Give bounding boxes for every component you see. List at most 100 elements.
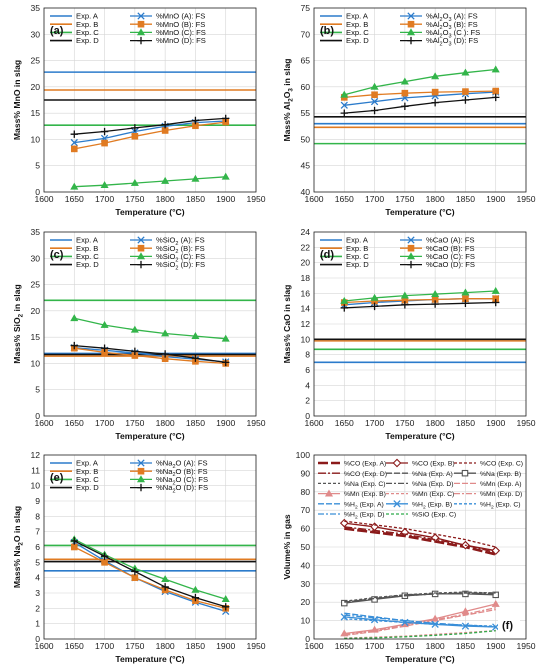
legend-label: Exp. C [76, 475, 99, 484]
y-tick-label: 55 [300, 108, 310, 118]
series-line [344, 618, 496, 627]
legend-label: %Na2O (C): FS [156, 475, 208, 486]
y-tick-label: 8 [305, 350, 310, 360]
legend-label: %H2 (Exp. B) [412, 501, 452, 510]
legend-item: Exp. D [50, 36, 99, 45]
legend-marker [407, 12, 415, 20]
y-tick-label: 18 [300, 273, 310, 283]
legend-label: %CaO (D): FS [426, 260, 475, 269]
series-line [344, 301, 496, 309]
legend-item: %Mn (Exp. C) [386, 491, 454, 498]
legend-label: Exp. A [76, 459, 99, 468]
legend-item: Exp. A [320, 12, 369, 21]
x-tick-label: 1950 [516, 641, 535, 651]
data-point [70, 182, 79, 190]
legend-marker [137, 459, 145, 467]
y-tick-label: 10 [300, 616, 310, 626]
legend-item: %CaO (B): FS [400, 244, 475, 253]
data-point [340, 109, 348, 117]
x-tick-label: 1950 [246, 194, 265, 204]
legend-marker [406, 252, 416, 260]
data-point [131, 132, 139, 140]
series-line [74, 176, 226, 188]
panel-label: (b) [320, 25, 334, 37]
y-tick-label: 12 [300, 319, 310, 329]
legend-item: %MnO (C): FS [130, 28, 206, 37]
data-point [340, 296, 349, 304]
series-line [344, 298, 496, 304]
legend-item: %CO (Exp. B) [386, 458, 455, 468]
data-point [492, 623, 500, 631]
legend-item: Exp. D [320, 36, 369, 45]
data-point [370, 106, 379, 115]
y-axis-label: Mass% CaO in slag [282, 285, 292, 364]
legend-label: %Na (Exp. A) [412, 471, 453, 478]
legend-label: %H2 (Exp. D) [344, 512, 385, 521]
legend-label: Exp. D [346, 36, 369, 45]
legend-marker [137, 260, 145, 269]
legend-marker [137, 12, 145, 20]
data-point [70, 145, 78, 153]
y-tick-label: 30 [30, 29, 40, 39]
data-point [221, 172, 230, 180]
x-tick-label: 1850 [456, 194, 475, 204]
x-tick-label: 1900 [486, 641, 505, 651]
legend-label: %Na2O (D): FS [156, 483, 208, 494]
data-point [222, 114, 230, 123]
x-tick-label: 1600 [304, 418, 323, 428]
y-tick-label: 90 [300, 468, 310, 478]
legend-label: %Na2O (B): FS [156, 467, 208, 478]
legend-label: Exp. D [346, 260, 369, 269]
legend-item: Exp. C [50, 252, 99, 261]
y-tick-label: 0 [35, 187, 40, 197]
data-point [131, 347, 139, 356]
x-tick-label: 1750 [125, 418, 144, 428]
legend-label: Exp. A [346, 12, 369, 21]
legend-label: Exp. A [76, 12, 99, 21]
legend-label: Exp. B [76, 467, 98, 476]
legend-label: Exp. B [76, 244, 98, 253]
data-point [161, 121, 169, 129]
legend-label: %Na (Exp. D) [412, 481, 454, 488]
data-point [191, 116, 200, 125]
data-point [101, 139, 108, 147]
y-tick-label: 5 [35, 385, 40, 395]
legend-item: %CO (Exp. C) [454, 461, 523, 468]
y-tick-label: 22 [300, 242, 310, 252]
y-tick-label: 14 [300, 304, 310, 314]
chart-panel-e: 1600 1650 1700 1750 1800 1850 1900 195001234567… [12, 450, 266, 664]
data-point [401, 89, 409, 97]
data-point [161, 329, 170, 337]
data-point [431, 88, 439, 96]
y-tick-label: 6 [305, 365, 310, 375]
x-tick-label: 1600 [304, 194, 323, 204]
legend-marker [461, 469, 469, 477]
data-point [131, 574, 139, 581]
legend-marker [407, 236, 415, 244]
legend-item: %H2 (Exp. D) [318, 512, 385, 521]
y-tick-label: 20 [300, 258, 310, 268]
legend-item: %CaO (D): FS [400, 260, 475, 269]
x-axis-label: Temperature (°C) [115, 431, 184, 441]
data-point [70, 543, 78, 551]
legend-item: %Na2O (C): FS [130, 475, 208, 486]
x-tick-label: 1700 [365, 641, 384, 651]
legend-item: Exp. B [320, 244, 368, 253]
legend-marker [407, 20, 415, 28]
x-tick-label: 1750 [395, 418, 414, 428]
legend-item: %SiO2 (D): FS [130, 260, 205, 272]
legend-item: %Mn (Exp. D) [454, 491, 522, 498]
data-point [462, 88, 469, 95]
y-tick-label: 2 [35, 603, 40, 613]
data-point [370, 82, 379, 90]
x-tick-label: 1850 [186, 641, 205, 651]
data-point [492, 87, 500, 95]
legend-label: %Na2O (A): FS [156, 459, 208, 470]
legend-item: %Mn (Exp. B) [318, 489, 386, 498]
data-point [191, 593, 200, 602]
legend-item: Exp. D [320, 260, 369, 269]
data-point [191, 585, 200, 593]
legend-item: %Na2O (D): FS [130, 483, 208, 495]
x-tick-label: 1750 [395, 194, 414, 204]
series-line [74, 344, 226, 364]
